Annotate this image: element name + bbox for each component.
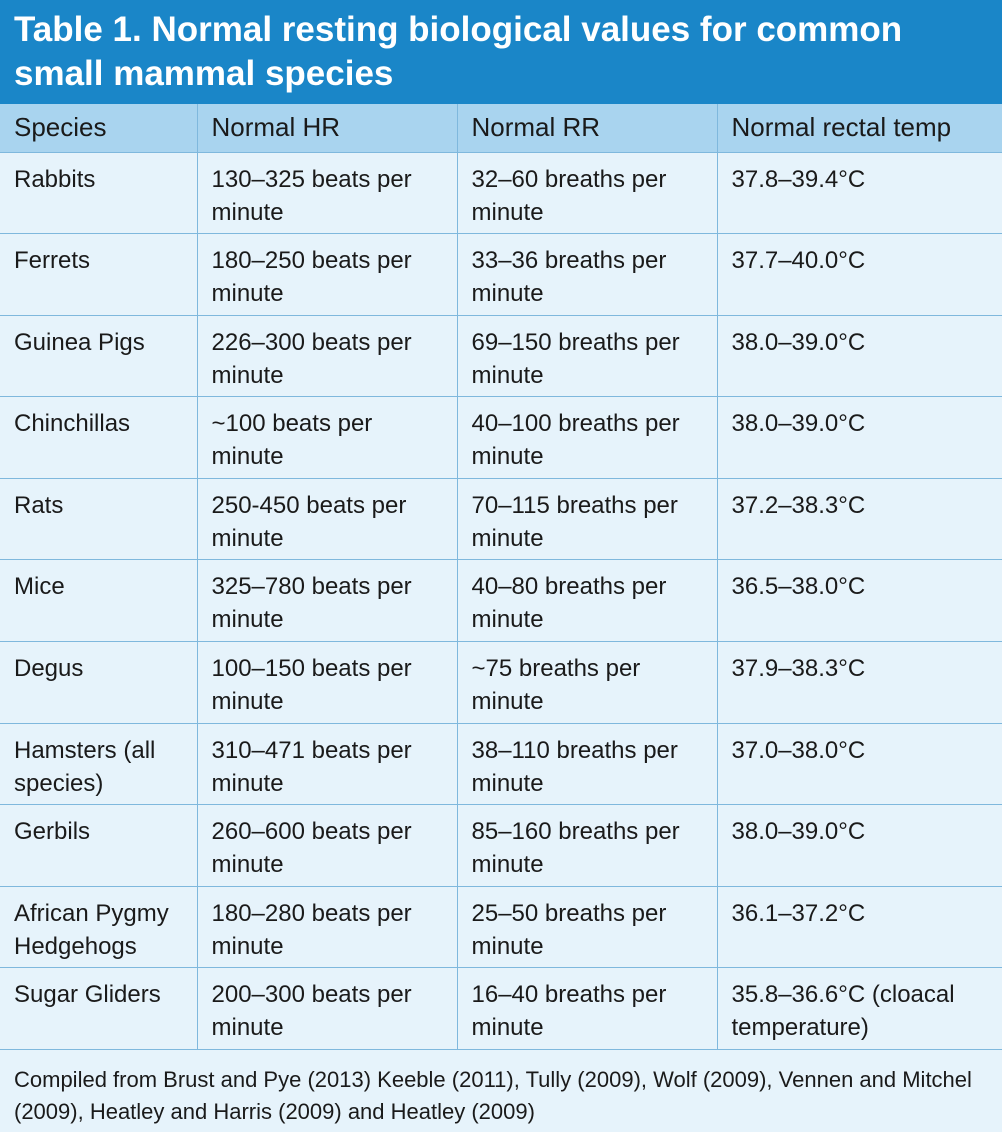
column-header-hr: Normal HR — [197, 104, 458, 153]
cell-species: Guinea Pigs — [0, 315, 198, 398]
cell-hr: 180–280 beats per minute — [197, 886, 458, 969]
table-row: Hamsters (all species) 310–471 beats per… — [0, 723, 1002, 806]
cell-temp: 37.0–38.0°C — [717, 723, 1002, 806]
cell-temp: 38.0–39.0°C — [717, 315, 1002, 398]
cell-hr: 260–600 beats per minute — [197, 804, 458, 887]
table-row: Rabbits 130–325 beats per minute 32–60 b… — [0, 152, 1002, 235]
table-row: Gerbils 260–600 beats per minute 85–160 … — [0, 804, 1002, 887]
table-row: Guinea Pigs 226–300 beats per minute 69–… — [0, 315, 1002, 398]
cell-temp: 35.8–36.6°C (cloacal temperature) — [717, 967, 1002, 1051]
cell-rr: 85–160 breaths per minute — [457, 804, 718, 887]
cell-rr: 69–150 breaths per minute — [457, 315, 718, 398]
cell-species: Degus — [0, 641, 198, 724]
cell-hr: 200–300 beats per minute — [197, 967, 458, 1051]
cell-species: Sugar Gliders — [0, 967, 198, 1051]
cell-species: African Pygmy Hedgehogs — [0, 886, 198, 969]
column-header-rr: Normal RR — [457, 104, 718, 153]
cell-hr: 250-450 beats per minute — [197, 478, 458, 561]
cell-temp: 38.0–39.0°C — [717, 804, 1002, 887]
cell-hr: 100–150 beats per minute — [197, 641, 458, 724]
cell-species: Gerbils — [0, 804, 198, 887]
table-title: Table 1. Normal resting biological value… — [0, 0, 1002, 104]
cell-hr: 310–471 beats per minute — [197, 723, 458, 806]
cell-rr: 40–80 breaths per minute — [457, 559, 718, 643]
cell-temp: 37.7–40.0°C — [717, 233, 1002, 316]
table-footnote: Compiled from Brust and Pye (2013) Keebl… — [14, 1067, 972, 1125]
cell-hr: 325–780 beats per minute — [197, 559, 458, 643]
table-row: Chinchillas ~100 beats per minute 40–100… — [0, 396, 1002, 479]
cell-temp: 36.5–38.0°C — [717, 559, 1002, 643]
cell-hr: 226–300 beats per minute — [197, 315, 458, 398]
cell-species: Hamsters (all species) — [0, 723, 198, 806]
table-row: Sugar Gliders 200–300 beats per minute 1… — [0, 967, 1002, 1051]
cell-rr: 16–40 breaths per minute — [457, 967, 718, 1051]
cell-temp: 37.2–38.3°C — [717, 478, 1002, 561]
cell-temp: 37.9–38.3°C — [717, 641, 1002, 724]
header-row: Species Normal HR Normal RR Normal recta… — [0, 104, 1002, 153]
cell-temp: 36.1–37.2°C — [717, 886, 1002, 969]
cell-temp: 37.8–39.4°C — [717, 152, 1002, 235]
cell-rr: 33–36 breaths per minute — [457, 233, 718, 316]
cell-species: Rabbits — [0, 152, 198, 235]
cell-rr: 40–100 breaths per minute — [457, 396, 718, 479]
cell-rr: 70–115 breaths per minute — [457, 478, 718, 561]
cell-species: Ferrets — [0, 233, 198, 316]
column-header-temp: Normal rectal temp — [717, 104, 1002, 153]
cell-hr: 130–325 beats per minute — [197, 152, 458, 235]
cell-rr: ~75 breaths per minute — [457, 641, 718, 724]
cell-rr: 25–50 breaths per minute — [457, 886, 718, 969]
cell-species: Mice — [0, 559, 198, 643]
table-row: Degus 100–150 beats per minute ~75 breat… — [0, 641, 1002, 724]
table-row: Mice 325–780 beats per minute 40–80 brea… — [0, 559, 1002, 643]
table-row: Ferrets 180–250 beats per minute 33–36 b… — [0, 233, 1002, 316]
table-row: African Pygmy Hedgehogs 180–280 beats pe… — [0, 886, 1002, 969]
cell-hr: 180–250 beats per minute — [197, 233, 458, 316]
cell-species: Rats — [0, 478, 198, 561]
cell-rr: 38–110 breaths per minute — [457, 723, 718, 806]
cell-rr: 32–60 breaths per minute — [457, 152, 718, 235]
column-header-species: Species — [0, 104, 198, 153]
vitals-table: Species Normal HR Normal RR Normal recta… — [0, 104, 1002, 1051]
cell-temp: 38.0–39.0°C — [717, 396, 1002, 479]
cell-hr: ~100 beats per minute — [197, 396, 458, 479]
table-row: Rats 250-450 beats per minute 70–115 bre… — [0, 478, 1002, 561]
cell-species: Chinchillas — [0, 396, 198, 479]
